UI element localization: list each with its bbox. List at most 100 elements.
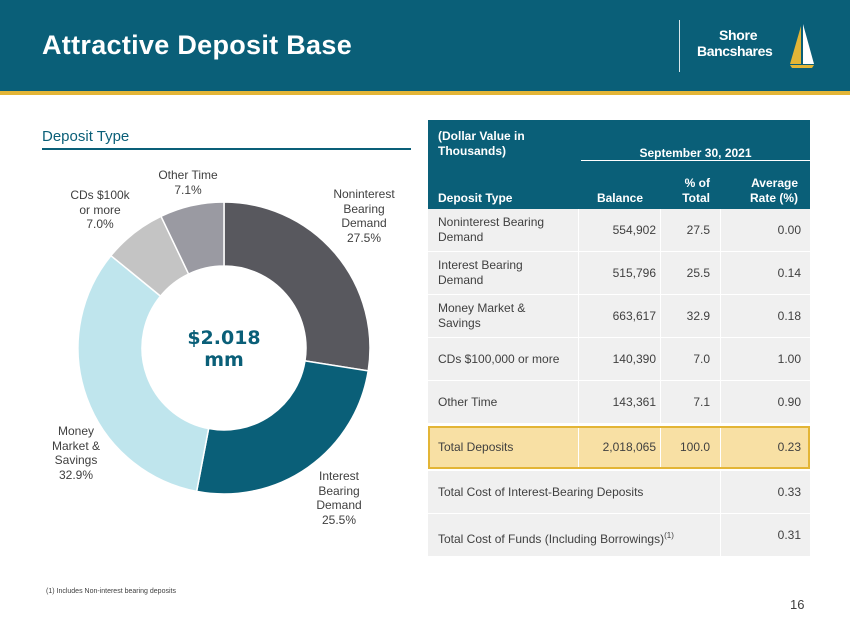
row-pct: 32.9	[686, 309, 710, 323]
slice-label-line: Interest	[318, 469, 360, 483]
row-rate: 0.00	[777, 223, 801, 237]
row-rate: 1.00	[777, 352, 801, 366]
slice-label-line: Money	[57, 424, 95, 438]
slice-label-line: 25.5%	[321, 512, 357, 527]
total-rate: 0.23	[777, 440, 801, 454]
slice-label-line: 27.5%	[346, 230, 382, 245]
cell-divider	[660, 252, 661, 294]
col-header-pct: % of Total	[658, 176, 710, 206]
slice-label-line: 7.1%	[174, 182, 202, 197]
slice-label-line: 32.9%	[58, 467, 94, 482]
row-type: Noninterest Bearing Demand	[438, 215, 545, 244]
cell-divider	[578, 338, 579, 380]
slice-label-line: Noninterest	[333, 187, 395, 201]
header-date-underline	[581, 160, 810, 161]
col-header-pct-line1: % of	[684, 176, 710, 190]
page-number: 16	[790, 597, 805, 612]
cell-divider	[578, 209, 579, 251]
col-header-rate-line1: Average	[751, 176, 798, 190]
slice-label-cds: CDs $100k or more 7.0%	[58, 188, 142, 232]
cell-divider	[660, 209, 661, 251]
slice-label-line: CDs $100k	[70, 188, 130, 202]
donut-slice-other-time	[160, 201, 225, 276]
cell-divider	[720, 252, 721, 294]
slice-label-line: 7.0%	[86, 217, 114, 231]
footnote-marker: (1)	[664, 531, 674, 540]
donut-slice-noninterest	[223, 201, 371, 372]
row-type: Interest Bearing Demand	[438, 258, 523, 287]
cell-divider	[660, 428, 661, 467]
col-header-rate-line2: Rate (%)	[749, 191, 798, 205]
col-header-pct-line2: Total	[682, 191, 710, 205]
row-pct: 27.5	[686, 223, 710, 237]
slice-label-line: or more	[79, 202, 121, 217]
cell-divider	[720, 209, 721, 251]
row-balance: 140,390	[612, 352, 656, 366]
header-gold-rule	[0, 91, 850, 95]
row-type: Money Market & Savings	[438, 301, 526, 330]
cell-divider	[660, 381, 661, 423]
donut-center-total: $2.018 mm	[187, 327, 261, 371]
row-pct: 25.5	[686, 266, 710, 280]
footnote: (1) Includes Non-interest bearing deposi…	[46, 588, 176, 595]
row-balance: 515,796	[612, 266, 656, 280]
row-pct: 7.0	[693, 352, 710, 366]
logo-text-line2: Bancshares	[697, 43, 773, 59]
cell-divider	[578, 295, 579, 337]
table-header-columns: Deposit Type Balance % of Total Average …	[428, 162, 810, 209]
row-balance: 663,617	[612, 309, 656, 323]
total-deposits-row: Total Deposits 2,018,065 100.0 0.23	[428, 426, 810, 469]
cost-funds-value: 0.31	[777, 528, 801, 542]
logo-divider	[679, 20, 680, 72]
header-dollar-value: (Dollar Value in Thousands)	[438, 129, 525, 158]
cost-funds-row: Total Cost of Funds (Including Borrowing…	[428, 514, 810, 557]
cost-funds-label: Total Cost of Funds (Including Borrowing…	[438, 528, 718, 547]
col-header-balance: Balance	[596, 191, 643, 205]
table-row: Noninterest Bearing Demand 554,902 27.5 …	[428, 209, 810, 252]
row-rate: 0.90	[777, 395, 801, 409]
row-rate: 0.14	[777, 266, 801, 280]
cell-divider	[720, 338, 721, 380]
slice-label-line: Savings	[54, 453, 98, 467]
row-rate: 0.18	[777, 309, 801, 323]
row-pct: 7.1	[693, 395, 710, 409]
table-row: Money Market & Savings 663,617 32.9 0.18	[428, 295, 810, 338]
cell-divider	[578, 381, 579, 423]
slice-label-line: Demand	[341, 216, 387, 230]
donut-slice-interest	[195, 359, 370, 495]
cell-divider	[720, 514, 721, 556]
cell-divider	[578, 428, 579, 467]
section-title: Deposit Type	[42, 128, 130, 145]
cost-funds-text: Total Cost of Funds (Including Borrowing…	[438, 532, 665, 546]
section-rule	[42, 148, 411, 150]
total-pct: 100.0	[679, 440, 710, 454]
slice-label-noninterest: Noninterest Bearing Demand 27.5%	[318, 187, 410, 245]
slice-label-line: Bearing	[343, 201, 385, 216]
slice-label-other-time: Other Time 7.1%	[146, 168, 230, 197]
slice-label-line: Bearing	[318, 483, 360, 498]
cell-divider	[720, 295, 721, 337]
col-header-type: Deposit Type	[438, 191, 513, 205]
total-type: Total Deposits	[438, 440, 514, 454]
slice-label-interest: Interest Bearing Demand 25.5%	[294, 469, 384, 527]
col-header-rate: Average Rate (%)	[728, 176, 798, 206]
page-title: Attractive Deposit Base	[42, 30, 353, 60]
cell-divider	[660, 295, 661, 337]
cost-interest-value: 0.33	[777, 485, 801, 499]
table-row: CDs $100,000 or more 140,390 7.0 1.00	[428, 338, 810, 381]
cell-divider	[720, 428, 721, 467]
table-header-top: (Dollar Value in Thousands) September 30…	[428, 120, 810, 162]
cost-interest-label: Total Cost of Interest-Bearing Deposits	[438, 485, 644, 499]
cell-divider	[578, 252, 579, 294]
cell-divider	[660, 338, 661, 380]
row-type: Other Time	[438, 395, 498, 409]
table-row: Interest Bearing Demand 515,796 25.5 0.1…	[428, 252, 810, 295]
company-logo: Shore Bancshares	[697, 24, 817, 71]
header-bar	[0, 0, 850, 91]
logo-text-line1: Shore	[719, 27, 758, 43]
cell-divider	[720, 381, 721, 423]
cost-interest-row: Total Cost of Interest-Bearing Deposits …	[428, 471, 810, 514]
slice-label-money-market: Money Market & Savings 32.9%	[38, 424, 114, 482]
slice-label-line: Market &	[51, 438, 100, 453]
cell-divider	[720, 471, 721, 513]
